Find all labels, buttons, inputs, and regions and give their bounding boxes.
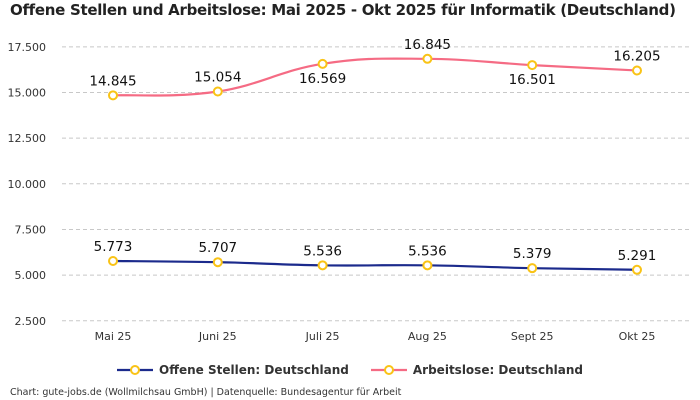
legend-marker-icon xyxy=(117,365,154,375)
chart-title: Offene Stellen und Arbeitslose: Mai 2025… xyxy=(10,1,676,19)
x-tick-label: Juli 25 xyxy=(305,330,340,343)
legend: Offene Stellen: Deutschland Arbeitslose: … xyxy=(0,363,700,377)
data-point xyxy=(632,264,642,275)
legend-item[interactable]: Offene Stellen: Deutschland xyxy=(117,363,349,377)
data-label: 14.845 xyxy=(89,73,136,89)
y-tick-label: 10.000 xyxy=(8,178,47,191)
data-point xyxy=(108,255,118,266)
y-tick-label: 17.500 xyxy=(8,41,47,54)
data-point xyxy=(422,260,433,271)
legend-label: Offene Stellen: Deutschland xyxy=(159,363,349,377)
y-tick-label: 7.500 xyxy=(15,223,47,236)
data-label: 16.845 xyxy=(404,37,451,53)
y-tick-label: 12.500 xyxy=(8,132,47,145)
data-point xyxy=(527,263,538,274)
y-tick-label: 2.500 xyxy=(15,315,47,328)
y-tick-label: 15.000 xyxy=(8,87,47,100)
y-tick-label: 5.000 xyxy=(15,269,47,282)
data-label: 15.054 xyxy=(194,70,241,86)
data-point xyxy=(527,60,538,71)
legend-marker-icon xyxy=(370,365,407,375)
data-label: 5.291 xyxy=(618,248,657,264)
x-tick-label: Okt 25 xyxy=(619,330,656,343)
chart-footer: Chart: gute-jobs.de (Wollmilchsau GmbH) … xyxy=(10,387,402,398)
data-label: 5.536 xyxy=(408,243,447,259)
data-point xyxy=(422,53,433,64)
x-tick-label: Mai 25 xyxy=(95,330,132,343)
data-point xyxy=(212,86,223,97)
x-tick-label: Aug 25 xyxy=(408,330,447,343)
data-label: 5.773 xyxy=(94,239,133,255)
data-point xyxy=(632,65,642,76)
data-point xyxy=(317,58,328,69)
legend-label: Arbeitslose: Deutschland xyxy=(412,363,583,377)
data-point xyxy=(317,260,328,271)
data-label: 16.569 xyxy=(299,71,346,87)
series-line-offene-stellen xyxy=(112,259,638,271)
data-label: 5.379 xyxy=(513,246,552,262)
x-tick-label: Sept 25 xyxy=(511,330,554,343)
data-label: 16.205 xyxy=(613,48,660,64)
data-label: 5.707 xyxy=(198,240,237,256)
x-tick-label: Juni 25 xyxy=(198,330,237,343)
data-label: 16.501 xyxy=(509,72,556,88)
data-point xyxy=(212,257,223,268)
data-label: 5.536 xyxy=(303,243,342,259)
legend-item[interactable]: Arbeitslose: Deutschland xyxy=(370,363,583,377)
data-point xyxy=(108,90,118,101)
series-line-arbeitslose xyxy=(112,57,638,97)
